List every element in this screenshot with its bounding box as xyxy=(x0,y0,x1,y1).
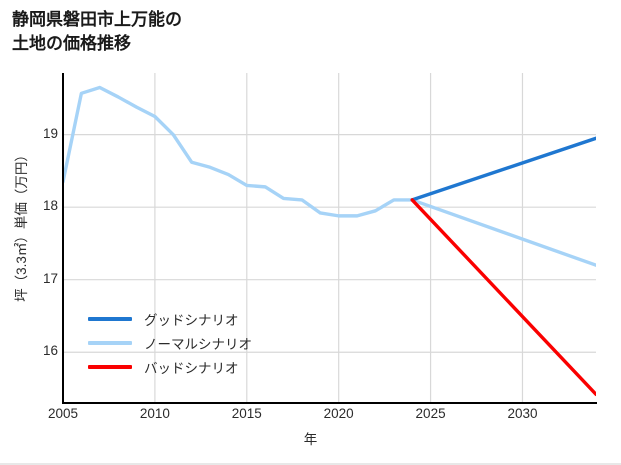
x-axis-label: 年 xyxy=(303,432,318,447)
chart-title: 静岡県磐田市上万能の 土地の価格推移 xyxy=(12,10,182,54)
legend-item[interactable]: グッドシナリオ xyxy=(88,310,252,328)
plot-area xyxy=(63,73,596,403)
x-axis-line xyxy=(63,402,597,404)
series-line xyxy=(410,198,596,396)
x-tick-label: 2030 xyxy=(507,406,538,421)
y-tick-label: 16 xyxy=(42,343,58,359)
legend-item-label: グッドシナリオ xyxy=(144,313,239,328)
x-tick-label: 2025 xyxy=(415,406,446,421)
chart-legend: グッドシナリオ ノーマルシナリオ バッドシナリオ xyxy=(88,310,252,376)
y-axis-line xyxy=(62,73,64,404)
y-tick-labels: 16 17 18 19 xyxy=(20,0,58,465)
y-tick-label: 19 xyxy=(42,125,58,141)
legend-item-label: バッドシナリオ xyxy=(144,361,239,376)
plot-svg xyxy=(63,73,596,403)
legend-item-label: ノーマルシナリオ xyxy=(144,337,252,352)
y-tick-label: 18 xyxy=(42,198,58,214)
x-tick-label: 2010 xyxy=(139,406,170,421)
x-tick-label: 2015 xyxy=(231,406,262,421)
x-tick-label: 2020 xyxy=(323,406,354,421)
legend-color-swatch xyxy=(88,341,132,345)
series-line xyxy=(410,136,596,202)
legend-item[interactable]: バッドシナリオ xyxy=(88,358,252,376)
y-axis-label: 坪（3.3㎡）単価（万円） xyxy=(14,148,29,302)
y-tick-label: 17 xyxy=(42,270,58,286)
series-line xyxy=(63,85,596,267)
x-tick-label: 2005 xyxy=(47,406,79,421)
series-paths xyxy=(63,85,596,396)
legend-color-swatch xyxy=(88,317,132,321)
legend-color-swatch xyxy=(88,365,132,369)
legend-item[interactable]: ノーマルシナリオ xyxy=(88,334,252,352)
